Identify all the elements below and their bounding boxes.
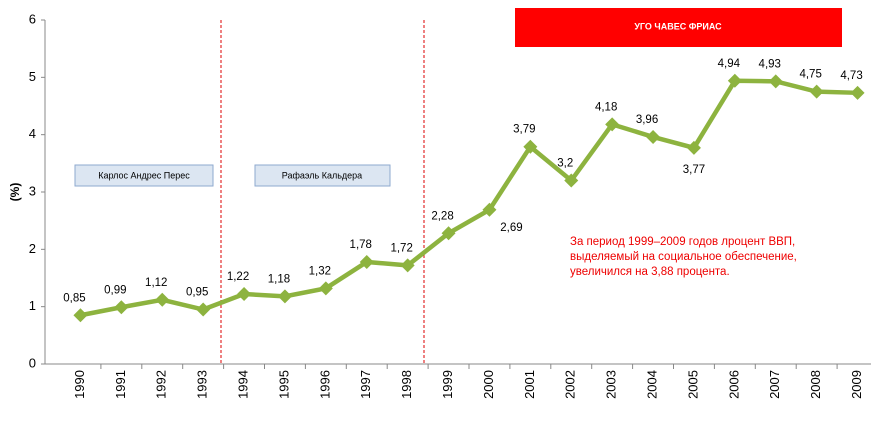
marker <box>809 84 824 99</box>
data-label: 0,99 <box>104 284 126 296</box>
data-label: 2,28 <box>431 210 453 222</box>
x-tick-label: 1992 <box>154 370 169 399</box>
y-axis-label: (%) <box>8 183 22 202</box>
x-tick-label: 1990 <box>72 370 87 399</box>
marker <box>482 202 497 217</box>
marker <box>318 281 333 296</box>
y-tick-label: 0 <box>29 355 36 370</box>
marker <box>686 140 701 155</box>
marker <box>727 73 742 88</box>
marker <box>564 173 579 188</box>
marker <box>768 74 783 89</box>
marker <box>523 139 538 154</box>
x-tick-label: 2005 <box>685 370 700 399</box>
marker <box>359 254 374 269</box>
x-tick-label: 2002 <box>563 370 578 399</box>
data-label: 1,12 <box>145 277 167 289</box>
data-label: 1,72 <box>390 242 412 254</box>
data-label: 3,79 <box>513 124 535 136</box>
y-tick-label: 5 <box>29 69 36 84</box>
y-tick-label: 6 <box>29 11 36 26</box>
data-label: 4,93 <box>759 58 781 70</box>
x-tick-label: 1991 <box>113 370 128 399</box>
x-tick-label: 2009 <box>849 370 864 399</box>
marker <box>155 292 170 307</box>
data-label: 4,73 <box>840 70 862 82</box>
marker <box>237 287 252 302</box>
y-tick-label: 4 <box>29 126 36 141</box>
x-tick-label: 2008 <box>808 370 823 399</box>
marker <box>196 302 211 317</box>
data-label: 1,32 <box>309 265 331 277</box>
marker <box>441 226 456 241</box>
marker <box>605 117 620 132</box>
data-label: 1,78 <box>350 239 372 251</box>
x-tick-label: 1994 <box>235 370 250 399</box>
period-box: УГО ЧАВЕС ФРИАС <box>515 8 842 47</box>
marker <box>277 289 292 304</box>
marker <box>646 129 661 144</box>
data-label: 3,96 <box>636 114 658 126</box>
data-label: 3,2 <box>557 158 573 170</box>
marker <box>73 308 88 323</box>
period-label: Рафаэль Кальдера <box>282 170 362 180</box>
x-tick-label: 1996 <box>317 370 332 399</box>
marker <box>850 85 865 100</box>
data-label: 3,77 <box>683 164 705 176</box>
x-tick-label: 1995 <box>276 370 291 399</box>
data-label: 4,94 <box>718 58 741 70</box>
y-tick-label: 1 <box>29 298 36 313</box>
period-label: УГО ЧАВЕС ФРИАС <box>634 21 722 31</box>
data-label: 0,85 <box>63 292 85 304</box>
x-tick-label: 2001 <box>522 370 537 399</box>
annotation-line: увеличился на 3,88 процента. <box>570 266 730 278</box>
x-tick-label: 1993 <box>195 370 210 399</box>
x-tick-label: 2003 <box>604 370 619 399</box>
period-label: Карлос Андрес Перес <box>98 170 190 180</box>
x-tick-label: 1998 <box>399 370 414 399</box>
annotation: За период 1999–2009 годов лроцент ВВП, в… <box>570 236 797 278</box>
marker <box>400 258 415 273</box>
y-tick-label: 3 <box>29 183 36 198</box>
data-label: 4,18 <box>595 101 617 113</box>
data-label: 0,95 <box>186 287 208 299</box>
data-label: 1,18 <box>268 273 290 285</box>
data-label: 4,75 <box>799 69 821 81</box>
period-box: Рафаэль Кальдера <box>254 164 391 187</box>
x-tick-label: 1999 <box>440 370 455 399</box>
data-label: 1,22 <box>227 271 249 283</box>
x-tick-label: 2000 <box>481 370 496 399</box>
x-tick-label: 1997 <box>358 370 373 399</box>
series-line <box>80 78 858 318</box>
x-tick-label: 2006 <box>726 370 741 399</box>
annotation-line: За период 1999–2009 годов лроцент ВВП, <box>570 236 795 248</box>
marker <box>114 300 129 315</box>
annotation-line: выделяемый на социальное обеспечение, <box>570 251 797 263</box>
x-tick-label: 2004 <box>644 370 659 399</box>
y-tick-label: 2 <box>29 241 36 256</box>
x-tick-label: 2007 <box>767 370 782 399</box>
period-box: Карлос Андрес Перес <box>74 164 214 187</box>
data-label: 2,69 <box>500 222 522 234</box>
